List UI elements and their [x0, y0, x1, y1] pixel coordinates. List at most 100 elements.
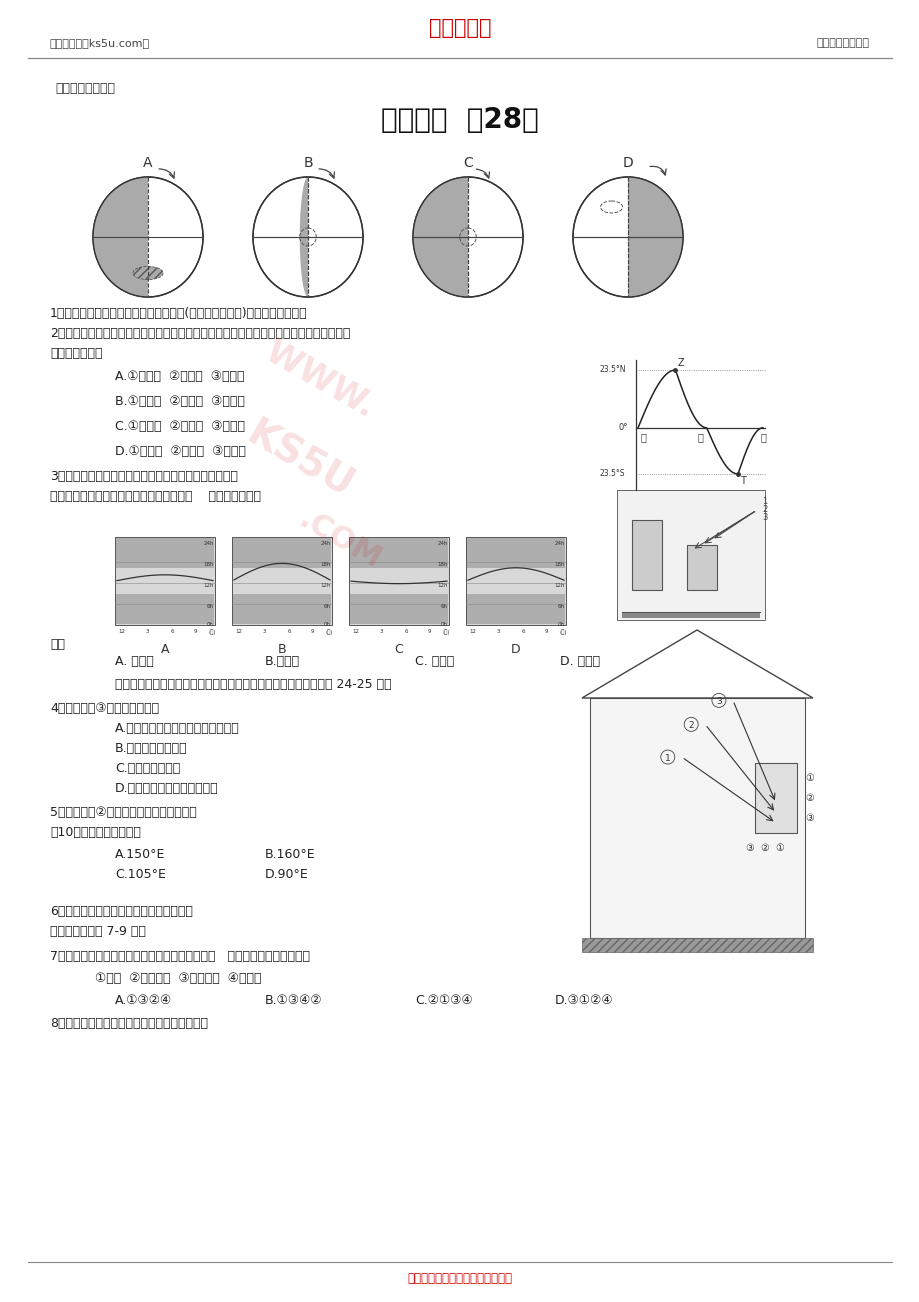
Text: 23.5°S: 23.5°S — [599, 470, 625, 479]
Text: 3: 3 — [495, 629, 499, 634]
Text: .COM: .COM — [293, 505, 386, 575]
Bar — [116, 594, 214, 624]
Ellipse shape — [253, 177, 363, 297]
Text: (月): (月) — [559, 629, 566, 634]
Ellipse shape — [413, 177, 522, 297]
Text: 0h: 0h — [440, 622, 448, 628]
Polygon shape — [93, 177, 148, 297]
Text: 24h: 24h — [437, 540, 448, 546]
Bar — [467, 594, 564, 624]
Text: D.90°E: D.90°E — [265, 868, 309, 881]
Text: 1: 1 — [761, 497, 766, 506]
Bar — [348, 536, 448, 625]
Text: T: T — [739, 477, 745, 486]
Text: A: A — [143, 156, 153, 171]
Bar — [466, 536, 565, 625]
Text: 18h: 18h — [203, 561, 214, 566]
Text: 24h: 24h — [320, 540, 331, 546]
Bar — [233, 594, 331, 624]
Bar — [233, 538, 331, 568]
Text: 3: 3 — [715, 697, 721, 706]
Text: 12h: 12h — [203, 583, 214, 587]
Text: ①: ① — [804, 773, 813, 783]
Text: 4、当阳光如③所示射入窗户时: 4、当阳光如③所示射入窗户时 — [50, 702, 159, 715]
Text: D.北半球纬度越高，白昼越短: D.北半球纬度越高，白昼越短 — [115, 783, 219, 796]
Text: 6: 6 — [287, 629, 290, 634]
Text: 6: 6 — [170, 629, 174, 634]
Text: 18h: 18h — [437, 561, 448, 566]
Text: 度。: 度。 — [50, 638, 65, 651]
Text: 与图中相符的是: 与图中相符的是 — [50, 348, 102, 359]
Text: 为10点，则该地的经度是: 为10点，则该地的经度是 — [50, 825, 141, 838]
Text: A.①③②④: A.①③②④ — [115, 993, 172, 1006]
Text: 12h: 12h — [320, 583, 331, 587]
Ellipse shape — [573, 177, 682, 297]
Bar — [467, 538, 564, 568]
Text: 3: 3 — [761, 513, 766, 522]
Text: 0°: 0° — [618, 423, 628, 432]
Text: 9: 9 — [544, 629, 547, 634]
Text: 3、北京某中学，要在某楼房北面盖一座新教学楼，欲使: 3、北京某中学，要在某楼房北面盖一座新教学楼，欲使 — [50, 470, 238, 483]
Text: C.105°E: C.105°E — [115, 868, 165, 881]
Text: C.①冬至日  ②春分日  ③夏至日: C.①冬至日 ②春分日 ③夏至日 — [115, 421, 244, 434]
Text: 地理基础知识复习: 地理基础知识复习 — [55, 82, 115, 95]
Text: 您身边的高考专家: 您身边的高考专家 — [816, 38, 869, 48]
Text: 下图为我国某地朝南窗户二分二至日正午太阳光入射图。据图完成 24-25 小题: 下图为我国某地朝南窗户二分二至日正午太阳光入射图。据图完成 24-25 小题 — [115, 678, 391, 691]
Text: B.①③④②: B.①③④② — [265, 993, 323, 1006]
Text: A.我国恰好是一年中气温最高的月份: A.我国恰好是一年中气温最高的月份 — [115, 723, 240, 736]
Text: 高考资源网版权所有，侵权必究！: 高考资源网版权所有，侵权必究！ — [407, 1272, 512, 1285]
Text: 12h: 12h — [437, 583, 448, 587]
Text: WWW.: WWW. — [259, 336, 380, 424]
Text: KS5U: KS5U — [240, 414, 359, 505]
Text: B: B — [303, 156, 312, 171]
Bar — [589, 698, 804, 937]
Text: ①赤道  ②南回归线  ③北回归线  ④南极圈: ①赤道 ②南回归线 ③北回归线 ④南极圈 — [95, 973, 261, 986]
Text: 2、右图是北半球某城市在春分、夏至和冬至三天正午太阳高度变化示意图，指出下列排序: 2、右图是北半球某城市在春分、夏至和冬至三天正午太阳高度变化示意图，指出下列排序 — [50, 327, 350, 340]
Text: (月): (月) — [442, 629, 449, 634]
Text: 2: 2 — [687, 721, 693, 730]
Bar — [582, 937, 812, 952]
Text: 12: 12 — [469, 629, 476, 634]
Text: 0h: 0h — [323, 622, 331, 628]
Text: (月): (月) — [325, 629, 333, 634]
Text: 6h: 6h — [207, 604, 214, 609]
Text: B.①春分日  ②冬至日  ③夏至日: B.①春分日 ②冬至日 ③夏至日 — [115, 395, 244, 408]
Text: ①: ① — [775, 842, 784, 853]
Text: 0h: 0h — [207, 622, 214, 628]
Text: 高考资源网（ks5u.com）: 高考资源网（ks5u.com） — [50, 38, 150, 48]
Text: 9: 9 — [310, 629, 313, 634]
Text: D: D — [622, 156, 632, 171]
Text: B.北京正值昼长夜短: B.北京正值昼长夜短 — [115, 742, 187, 755]
Text: 8、太阳直射点位于丁附近时，浙江省各地处于: 8、太阳直射点位于丁附近时，浙江省各地处于 — [50, 1017, 208, 1030]
Text: 6、下面四幅图中，表示北半球冬至日的是: 6、下面四幅图中，表示北半球冬至日的是 — [50, 905, 193, 918]
Text: 18h: 18h — [554, 561, 564, 566]
Text: 3: 3 — [379, 629, 382, 634]
Text: 5、当阳光如②所示射入窗户时，北京时间: 5、当阳光如②所示射入窗户时，北京时间 — [50, 806, 197, 819]
Text: 6: 6 — [521, 629, 524, 634]
Text: 6h: 6h — [440, 604, 448, 609]
Text: 12: 12 — [119, 629, 125, 634]
Text: ③: ③ — [744, 842, 754, 853]
Polygon shape — [628, 177, 682, 297]
Text: A.①夏至日  ②春分日  ③冬至日: A.①夏至日 ②春分日 ③冬至日 — [115, 370, 244, 383]
Bar — [617, 490, 765, 620]
Text: C: C — [462, 156, 472, 171]
Text: C: C — [394, 643, 403, 656]
Bar — [115, 536, 215, 625]
Text: 12h: 12h — [554, 583, 564, 587]
Text: 23.5°N: 23.5°N — [599, 366, 626, 375]
Text: Z: Z — [676, 358, 683, 368]
Text: 24h: 24h — [203, 540, 214, 546]
Bar — [116, 538, 214, 568]
Text: 该右图，回答第 7-9 题。: 该右图，回答第 7-9 题。 — [50, 924, 146, 937]
Text: C.北极圈出现极昼: C.北极圈出现极昼 — [115, 762, 180, 775]
Bar — [349, 538, 448, 568]
Text: 18h: 18h — [320, 561, 331, 566]
Bar — [349, 594, 448, 624]
Text: ②: ② — [804, 793, 813, 803]
Text: 2: 2 — [761, 505, 766, 514]
Text: 12: 12 — [352, 629, 359, 634]
Bar — [621, 612, 759, 618]
Text: A: A — [161, 643, 169, 656]
Bar — [232, 536, 332, 625]
